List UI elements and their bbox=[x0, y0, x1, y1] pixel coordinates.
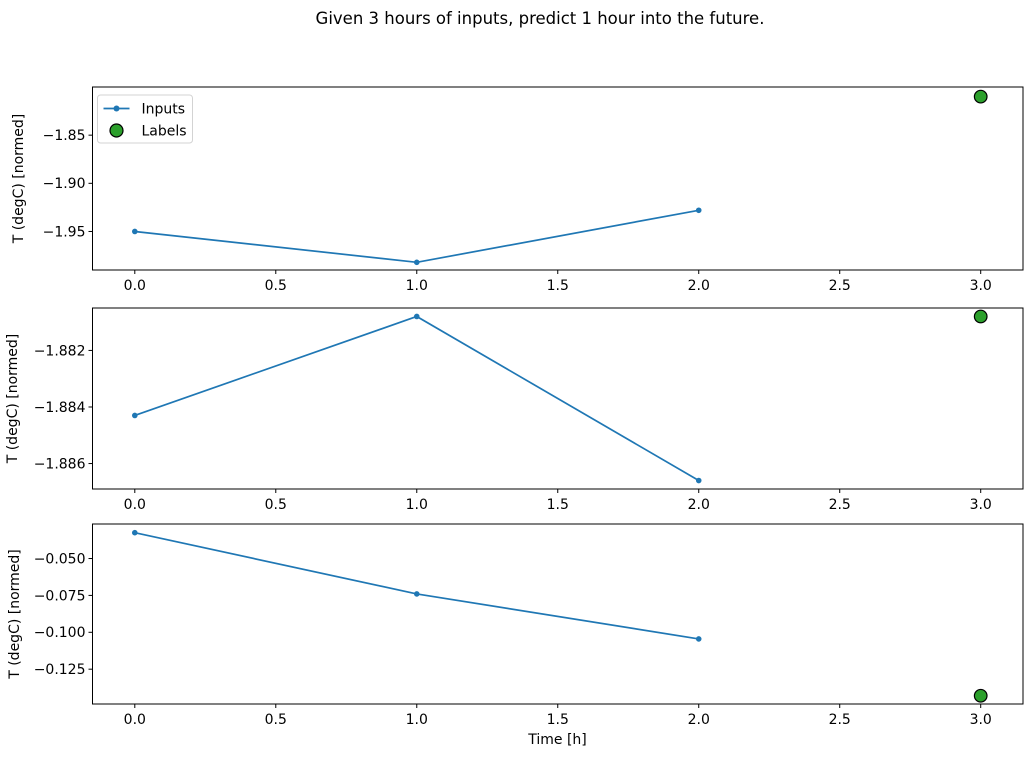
axes-frame bbox=[92, 523, 1024, 705]
inputs-point bbox=[131, 228, 138, 235]
y-axis-label: T (degC) [normed] bbox=[5, 334, 21, 465]
x-tick-label: 2.0 bbox=[688, 712, 710, 728]
x-tick-label: 0.5 bbox=[265, 712, 287, 728]
y-axis-label: T (degC) [normed] bbox=[11, 114, 27, 245]
inputs-point bbox=[413, 259, 420, 266]
x-tick-label: 1.5 bbox=[547, 497, 569, 513]
x-tick-label: 0.5 bbox=[265, 278, 287, 294]
x-tick-label: 3.0 bbox=[970, 497, 992, 513]
y-tick-label: −0.050 bbox=[34, 551, 86, 567]
legend: Inputs Labels bbox=[97, 94, 193, 144]
x-tick-label: 2.5 bbox=[829, 497, 851, 513]
y-tick-label: −1.884 bbox=[34, 400, 86, 416]
labels-point bbox=[973, 89, 988, 104]
y-tick-label: −1.95 bbox=[43, 224, 86, 240]
x-tick-label: 0.0 bbox=[124, 712, 146, 728]
y-tick-label: −1.886 bbox=[34, 456, 86, 472]
inputs-point bbox=[131, 412, 138, 419]
x-tick-label: 2.0 bbox=[688, 278, 710, 294]
labels-point bbox=[973, 688, 988, 703]
x-tick-label: 0.0 bbox=[124, 497, 146, 513]
x-tick-label: 1.5 bbox=[547, 278, 569, 294]
x-tick-label: 1.0 bbox=[406, 278, 428, 294]
inputs-point bbox=[413, 591, 420, 597]
x-tick-label: 2.5 bbox=[829, 712, 851, 728]
x-tick-label: 2.0 bbox=[688, 497, 710, 513]
y-tick-label: −0.125 bbox=[34, 662, 86, 678]
x-tick-label: 3.0 bbox=[970, 712, 992, 728]
inputs-line bbox=[134, 315, 700, 482]
y-tick-label: −0.100 bbox=[34, 625, 86, 641]
legend-inputs-marker bbox=[113, 105, 120, 112]
inputs-point bbox=[131, 529, 138, 536]
x-tick-label: 1.0 bbox=[406, 497, 428, 513]
x-tick-label: 0.5 bbox=[265, 497, 287, 513]
y-tick-label: −0.075 bbox=[34, 588, 86, 604]
legend-labels-label: Labels bbox=[142, 123, 187, 139]
chart-title: Given 3 hours of inputs, predict 1 hour … bbox=[315, 9, 765, 28]
x-tick-label: 2.5 bbox=[829, 278, 851, 294]
inputs-point bbox=[695, 636, 702, 642]
subplot-2: 0.0 0.5 1.0 1.5 2.0 2.5 3.0 −1.882 −1.884 −1.886 T… bbox=[5, 307, 1024, 513]
inputs-point bbox=[695, 477, 702, 484]
inputs-line bbox=[134, 209, 699, 264]
legend-labels-marker bbox=[109, 123, 124, 138]
y-axis-label: T (degC) [normed] bbox=[7, 549, 23, 680]
y-tick-label: −1.882 bbox=[34, 343, 86, 359]
x-axis-label: Time [h] bbox=[528, 732, 587, 748]
y-tick-label: −1.90 bbox=[43, 176, 86, 192]
inputs-point bbox=[695, 207, 702, 214]
subplot-3: 0.0 0.5 1.0 1.5 2.0 2.5 3.0 −0.050 −0.075 −0.100 −… bbox=[7, 523, 1024, 728]
legend-inputs-label: Inputs bbox=[142, 101, 186, 117]
x-tick-label: 1.0 bbox=[406, 712, 428, 728]
labels-point bbox=[973, 309, 988, 324]
inputs-line bbox=[134, 531, 699, 640]
y-tick-label: −1.85 bbox=[43, 128, 86, 144]
x-tick-label: 1.5 bbox=[547, 712, 569, 728]
inputs-point bbox=[413, 313, 420, 320]
x-tick-label: 0.0 bbox=[124, 278, 146, 294]
x-tick-label: 3.0 bbox=[970, 278, 992, 294]
subplot-1: 0.0 0.5 1.0 1.5 2.0 2.5 3.0 −1.85 −1.90 −1.95 T (d… bbox=[11, 86, 1024, 294]
